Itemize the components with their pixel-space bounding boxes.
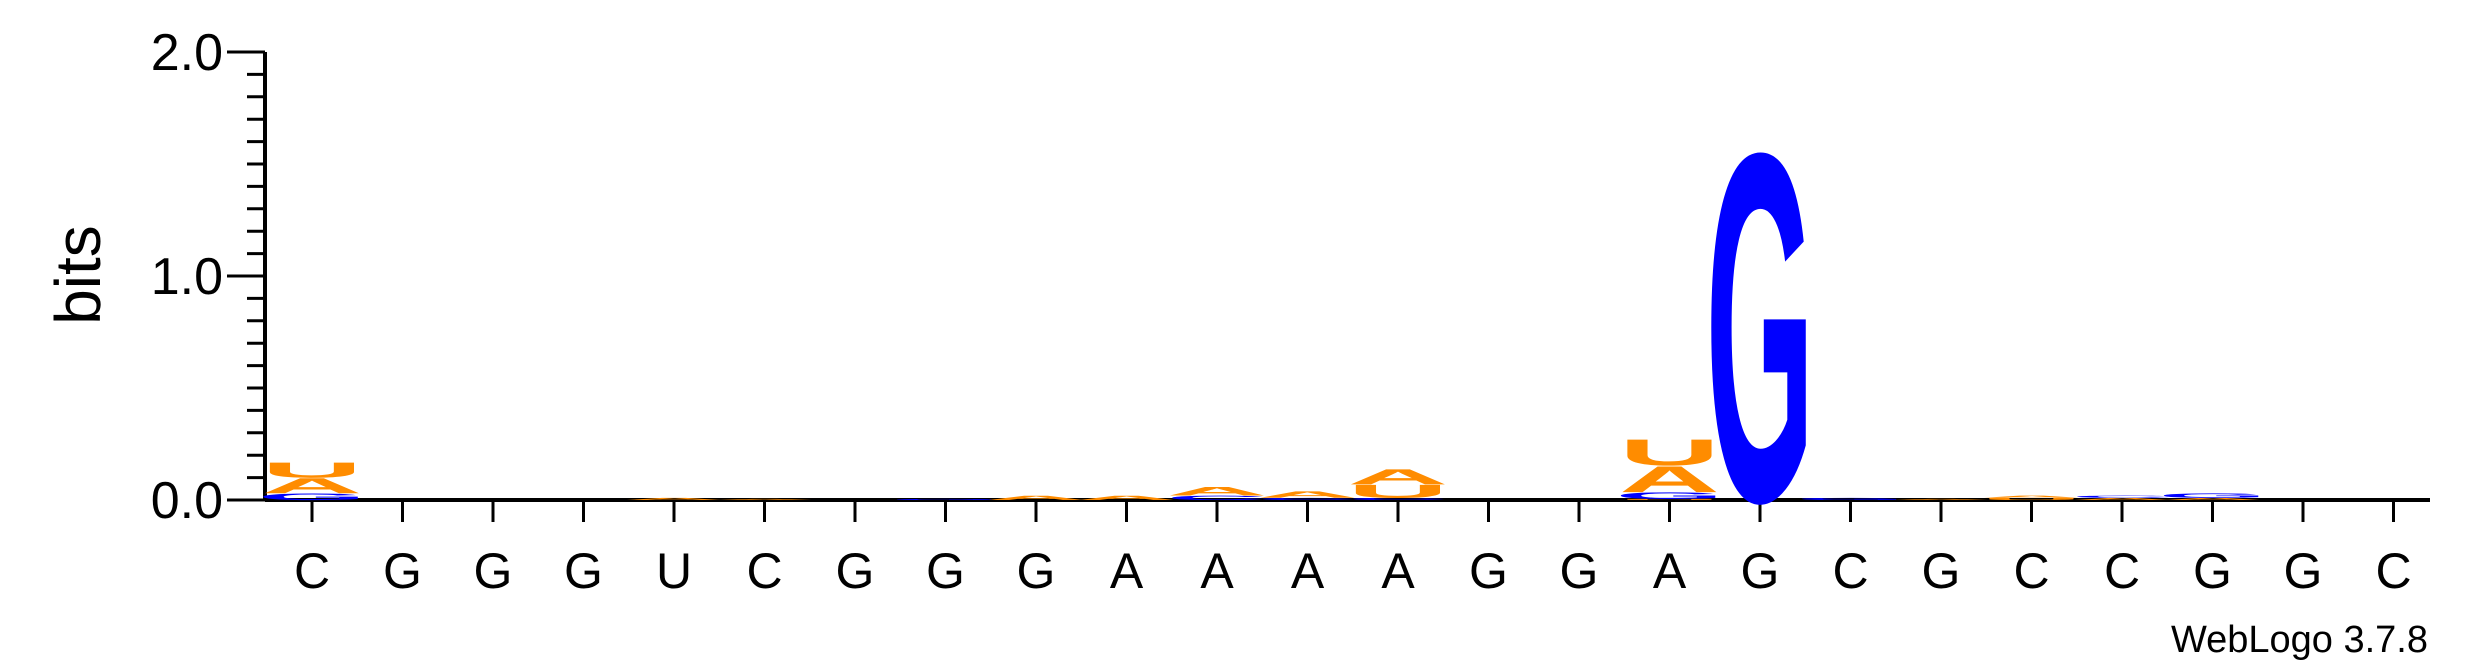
logo-letter: A [985, 494, 1086, 501]
position-label: A [1110, 543, 1144, 599]
position-label: G [1560, 543, 1599, 599]
position-label: G [926, 543, 965, 599]
logo-letter-glyph: G [1706, 51, 1815, 606]
logo-letter: C [1166, 494, 1267, 501]
logo-letter-glyph: G [1796, 497, 1905, 500]
logo-letter-glyph: A [985, 494, 1086, 501]
position-label: G [2284, 543, 2323, 599]
position-label: G [1922, 543, 1961, 599]
logo-letter: G [891, 499, 1000, 501]
logo-letter-glyph: A [1166, 484, 1267, 498]
logo-letter: G [1615, 491, 1724, 501]
logo-letter-glyph: U [261, 458, 362, 482]
logo-letter-glyph: G [1615, 491, 1724, 501]
logo-letter: C [2071, 495, 2172, 498]
logo-letter-glyph: A [1619, 458, 1720, 500]
logo-letter: G [2158, 492, 2267, 499]
logo-letter: C [1257, 497, 1358, 500]
logo-letter-glyph: G [2158, 492, 2267, 499]
logo-letter: A [2071, 497, 2172, 500]
logo-letter-glyph: C [2071, 495, 2172, 498]
y-axis: 0.0 1.0 2.0 [151, 24, 267, 530]
logo-letter: A [1076, 494, 1177, 501]
position-label: A [1200, 543, 1234, 599]
y-tick-label: 1.0 [151, 248, 223, 306]
logo-letter: U [1619, 431, 1720, 473]
logo-letter-glyph: U [1981, 497, 2082, 500]
position-label: C [2104, 543, 2140, 599]
logo-letter: A [1166, 484, 1267, 498]
position-label: G [836, 543, 875, 599]
position-label: G [1741, 543, 1780, 599]
logo-letter-glyph: U [1619, 431, 1720, 473]
logo-letter: U [261, 458, 362, 482]
logo-letter: A [1257, 489, 1358, 499]
logo-letter: A [1347, 465, 1448, 489]
position-label: G [474, 543, 513, 599]
position-label: C [294, 543, 330, 599]
position-label: G [1469, 543, 1508, 599]
logo-letter-glyph: A [1981, 495, 2082, 498]
logo-letter-glyph: G [258, 492, 367, 502]
logo-letter-glyph: U [1619, 499, 1720, 501]
logo-letter-glyph: C [1166, 494, 1267, 501]
position-label: U [656, 543, 692, 599]
position-label: G [383, 543, 422, 599]
position-label: G [1017, 543, 1056, 599]
logo-letter-glyph: A [623, 497, 724, 500]
logo-letter: U [1981, 497, 2082, 500]
weblogo-credit: WebLogo 3.7.8 [2171, 619, 2428, 661]
position-label: C [2375, 543, 2411, 599]
y-tick-label: 0.0 [151, 472, 223, 530]
logo-letter-glyph: A [1890, 499, 1991, 501]
logo-letter: G [258, 492, 367, 502]
logo-letter: A [1981, 495, 2082, 498]
logo-letter: A [261, 474, 362, 498]
logo-letter: A [623, 497, 724, 500]
logo-letter: A [1890, 499, 1991, 501]
logo-letter-glyph: A [2162, 497, 2263, 500]
logo-letter: G [1796, 497, 1905, 500]
logo-letter: A [2162, 497, 2263, 500]
logo-letter-glyph: A [261, 474, 362, 498]
logo-letter-glyph: C [1347, 497, 1448, 500]
position-label: C [2013, 543, 2049, 599]
position-label: G [2193, 543, 2232, 599]
logo-letter-glyph: U [1347, 481, 1448, 502]
logo-letter-glyph: A [1076, 494, 1177, 501]
logo-letter: A [1619, 458, 1720, 500]
logo-letter-glyph: A [2071, 497, 2172, 500]
logo-letter-glyph: A [1257, 489, 1358, 499]
logo-letter: G [1706, 51, 1815, 606]
y-tick-label: 2.0 [151, 24, 223, 82]
logo-letter: C [1347, 497, 1448, 500]
position-label: C [746, 543, 782, 599]
position-label: A [1291, 543, 1325, 599]
position-label: C [1832, 543, 1868, 599]
logo-letter: U [1347, 481, 1448, 502]
logo-letter-glyph: A [1347, 465, 1448, 489]
logo-letter: A [714, 499, 815, 501]
position-label: G [564, 543, 603, 599]
logo-letter-glyph: C [1257, 497, 1358, 500]
logo-letter: U [1619, 499, 1720, 501]
logo-letter-glyph: A [714, 499, 815, 501]
position-label: A [1653, 543, 1687, 599]
logo-letter-glyph: G [891, 499, 1000, 501]
y-axis-label: bits [42, 225, 114, 325]
position-label: A [1381, 543, 1415, 599]
